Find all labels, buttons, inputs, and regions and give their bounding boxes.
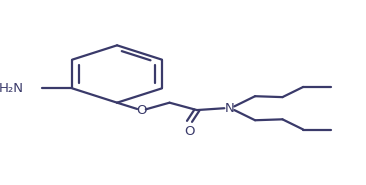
Text: N: N [225, 102, 235, 115]
Text: O: O [136, 104, 146, 117]
Text: O: O [184, 125, 195, 138]
Text: H₂N: H₂N [0, 82, 24, 95]
